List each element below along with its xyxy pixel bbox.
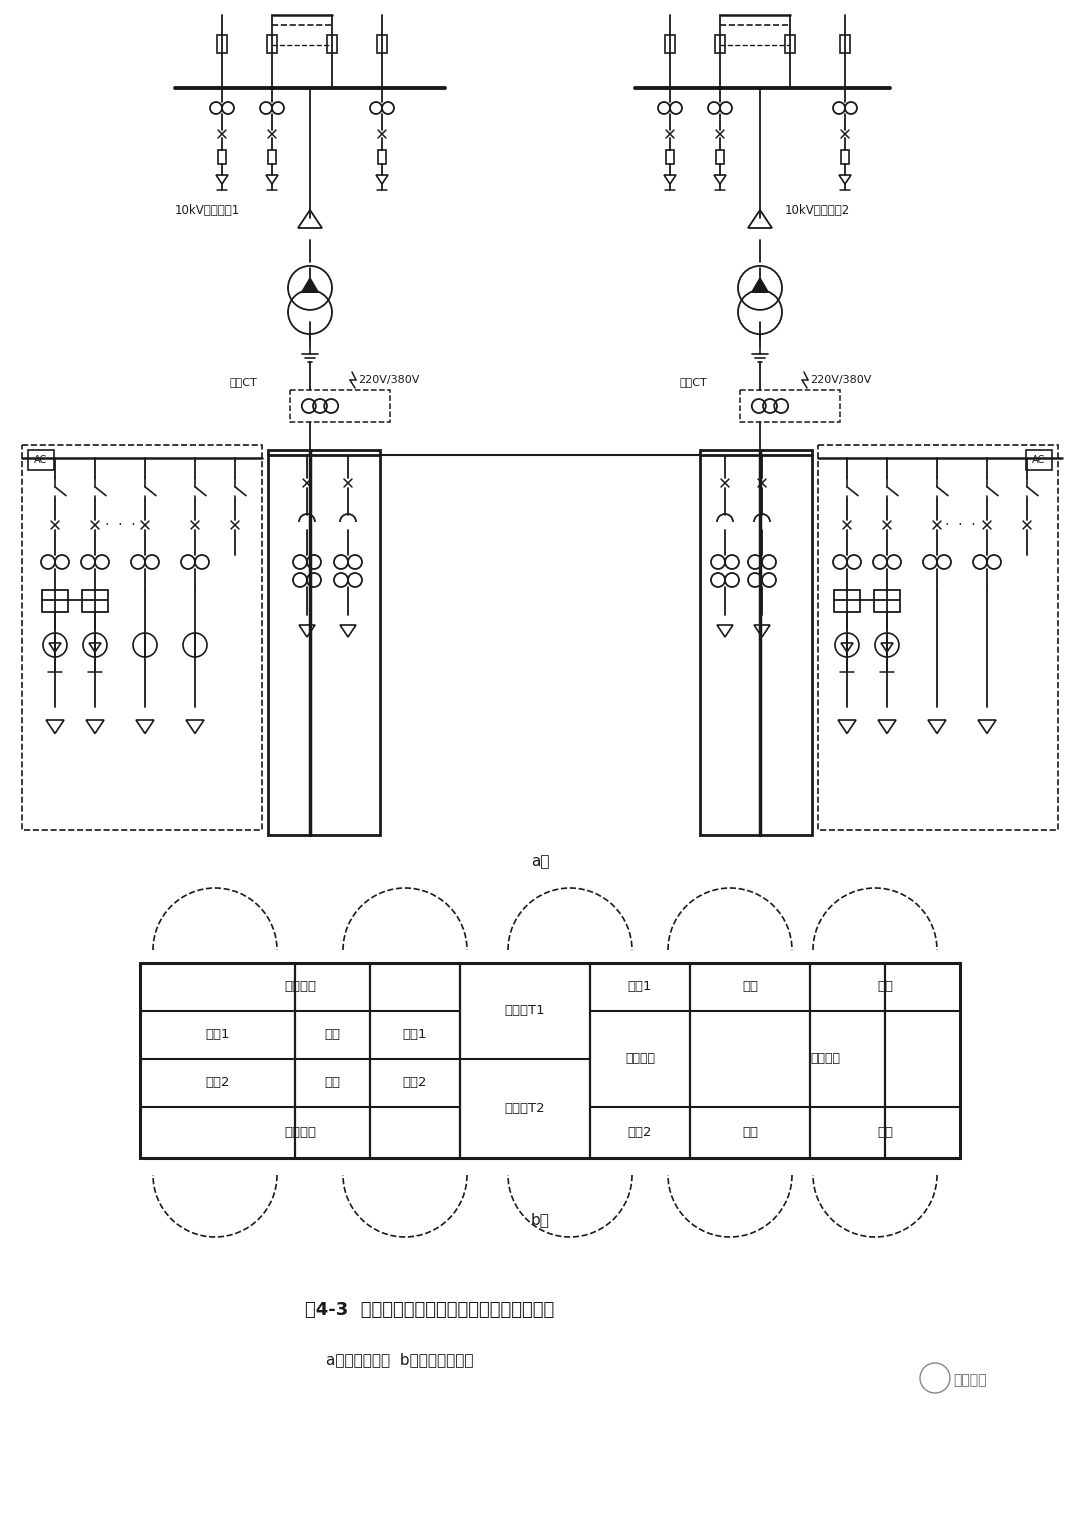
Bar [666,151,674,164]
Bar [840,35,850,53]
Bar [42,590,68,611]
Bar [834,590,860,611]
Bar [715,35,725,53]
Bar [267,35,276,53]
Text: 220V/380V: 220V/380V [810,376,872,385]
Text: ·  ·  ·: · · · [105,519,135,532]
Text: 10kV电缆进线1: 10kV电缆进线1 [175,204,240,216]
Bar [268,151,276,164]
Text: 出线: 出线 [742,1126,758,1139]
Text: 联络: 联络 [324,1028,340,1042]
Text: 出线: 出线 [742,981,758,993]
Text: AC: AC [35,455,48,465]
Text: ·  ·  ·: · · · [945,519,975,532]
Text: 10kV电缆进线2: 10kV电缆进线2 [785,204,850,216]
Text: 进线1: 进线1 [627,981,652,993]
Text: 图4-3  两路电源互为备用欧式箱变典型应用方案: 图4-3 两路电源互为备用欧式箱变典型应用方案 [306,1300,555,1319]
Text: 计量CT: 计量CT [230,377,258,386]
Text: 出线2: 出线2 [403,1077,428,1089]
Bar [740,389,840,421]
Text: 进线1: 进线1 [205,1028,230,1042]
Bar [700,450,812,835]
Bar [874,590,900,611]
Bar [377,35,387,53]
Text: b）: b） [530,1212,550,1227]
Bar [82,590,108,611]
Text: 机电人脉: 机电人脉 [954,1373,987,1387]
Bar [327,35,337,53]
Text: 补偿: 补偿 [877,981,893,993]
Polygon shape [752,278,768,292]
Text: 变压器T2: 变压器T2 [504,1103,545,1115]
Bar [1026,450,1052,470]
Bar [268,450,380,835]
Bar [217,35,227,53]
Text: a）电气主接线  b）电气平面布置: a）电气主接线 b）电气平面布置 [326,1352,474,1367]
Bar [28,450,54,470]
Text: 高压走廊: 高压走廊 [284,981,316,993]
Text: 高压走廊: 高压走廊 [284,1126,316,1139]
Bar [291,389,390,421]
Text: 变压器T1: 变压器T1 [504,1004,545,1018]
Bar [841,151,849,164]
Bar [665,35,675,53]
Text: AC: AC [1032,455,1045,465]
Bar [818,446,1058,830]
Bar [140,963,960,1157]
Bar [785,35,795,53]
Bar [716,151,724,164]
Text: 220V/380V: 220V/380V [357,376,419,385]
Text: 低压走廊: 低压走廊 [810,1053,840,1066]
Text: 进线2: 进线2 [627,1126,652,1139]
Bar [378,151,386,164]
Text: 低压联络: 低压联络 [625,1053,654,1066]
Text: 计量CT: 计量CT [680,377,707,386]
Bar [22,446,262,830]
Text: 补偿: 补偿 [877,1126,893,1139]
Text: 出线1: 出线1 [403,1028,428,1042]
Bar [218,151,226,164]
Text: 联络: 联络 [324,1077,340,1089]
Text: a）: a） [530,855,550,870]
Polygon shape [301,278,319,292]
Text: 进线2: 进线2 [205,1077,230,1089]
